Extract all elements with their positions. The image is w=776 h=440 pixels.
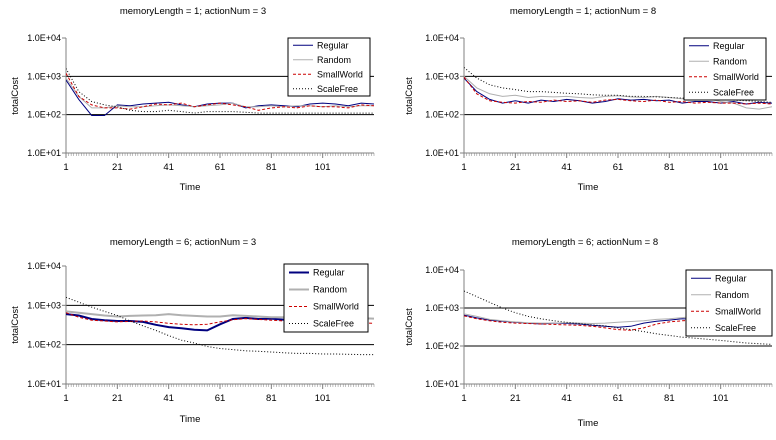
legend: Regular Random SmallWorld ScaleFree (283, 263, 369, 333)
series-line-smallworld (66, 73, 374, 111)
x-tick-label: 61 (215, 162, 226, 173)
chart-panel-1: memoryLength = 1; actionNum = 3 1.0E+01 1.… (10, 6, 375, 193)
y-tick-label: 1.0E+04 (425, 33, 459, 43)
chart-title: memoryLength = 1; actionNum = 8 (510, 6, 656, 17)
x-axis-label: Time (578, 418, 599, 429)
x-tick-label: 81 (664, 162, 675, 173)
x-tick-label: 41 (163, 393, 174, 404)
series-line-random (464, 75, 772, 110)
x-axis-label: Time (180, 414, 201, 425)
legend-box (283, 263, 369, 333)
x-tick-label: 61 (613, 393, 624, 404)
legend-label: Regular (313, 268, 345, 278)
x-tick-label: 101 (315, 393, 331, 404)
legend-label: Regular (713, 41, 745, 51)
series-line-smallworld (464, 76, 772, 105)
x-tick-label: 21 (112, 393, 123, 404)
chart-panel-2: memoryLength = 1; actionNum = 8 1.0E+01 1.… (404, 6, 773, 193)
x-tick-label: 41 (163, 162, 174, 173)
y-tick-label: 1.0E+03 (425, 303, 459, 313)
legend-label: SmallWorld (713, 72, 759, 82)
x-tick-label: 61 (215, 393, 226, 404)
chart-title: memoryLength = 1; actionNum = 3 (120, 6, 266, 17)
y-axis-label: totalCost (10, 306, 21, 344)
y-tick-label: 1.0E+02 (27, 110, 61, 120)
x-tick-label: 41 (561, 162, 572, 173)
legend-label: SmallWorld (313, 302, 359, 312)
legend: Regular Random SmallWorld ScaleFree (683, 37, 767, 101)
x-tick-label: 1 (461, 162, 466, 173)
y-tick-label: 1.0E+03 (27, 300, 61, 310)
y-tick-label: 1.0E+04 (425, 265, 459, 275)
x-axis-label: Time (578, 182, 599, 193)
y-tick-label: 1.0E+01 (425, 379, 459, 389)
x-tick-label: 1 (461, 393, 466, 404)
series-line-smallworld (464, 315, 772, 331)
series-line-scalefree (464, 67, 772, 103)
x-tick-label: 81 (266, 393, 277, 404)
series-line-scalefree (66, 296, 374, 356)
x-tick-label: 101 (315, 162, 331, 173)
x-tick-label: 101 (713, 162, 729, 173)
legend-box (683, 37, 767, 101)
legend-label: SmallWorld (715, 306, 761, 316)
y-tick-label: 1.0E+04 (27, 33, 61, 43)
legend: Regular Random SmallWorld ScaleFree (287, 37, 371, 97)
y-tick-label: 1.0E+04 (27, 261, 61, 271)
x-tick-label: 41 (561, 393, 572, 404)
legend-label: ScaleFree (317, 84, 358, 94)
legend-label: ScaleFree (713, 87, 754, 97)
chart-title: memoryLength = 6; actionNum = 8 (512, 237, 658, 248)
legend-label: Regular (715, 273, 747, 283)
x-tick-label: 101 (713, 393, 729, 404)
legend-label: Regular (317, 40, 349, 50)
x-tick-label: 1 (63, 393, 68, 404)
series-line-smallworld (66, 312, 374, 326)
y-tick-label: 1.0E+02 (425, 110, 459, 120)
legend-label: ScaleFree (715, 323, 756, 333)
x-tick-label: 21 (510, 393, 521, 404)
y-axis-label: totalCost (404, 77, 415, 115)
legend-label: Random (713, 56, 747, 66)
y-tick-label: 1.0E+02 (425, 341, 459, 351)
y-tick-label: 1.0E+03 (425, 71, 459, 81)
y-tick-label: 1.0E+01 (425, 148, 459, 158)
series-line-scalefree (464, 290, 772, 345)
y-tick-label: 1.0E+01 (27, 148, 61, 158)
legend: Regular Random SmallWorld ScaleFree (685, 269, 773, 337)
x-axis-label: Time (180, 182, 201, 193)
legend-label: SmallWorld (317, 69, 363, 79)
x-tick-label: 81 (664, 393, 675, 404)
x-tick-label: 81 (266, 162, 277, 173)
legend-box (287, 37, 371, 97)
chart-title: memoryLength = 6; actionNum = 3 (110, 237, 256, 248)
y-axis-label: totalCost (10, 77, 21, 115)
x-tick-label: 21 (510, 162, 521, 173)
y-tick-label: 1.0E+03 (27, 71, 61, 81)
legend-box (685, 269, 773, 337)
legend-label: Random (715, 290, 749, 300)
x-tick-label: 21 (112, 162, 123, 173)
legend-label: Random (317, 55, 351, 65)
legend-label: Random (313, 285, 347, 295)
y-tick-label: 1.0E+01 (27, 379, 61, 389)
chart-panel-3: memoryLength = 6; actionNum = 3 1.0E+01 1.… (10, 237, 375, 425)
legend-label: ScaleFree (313, 319, 354, 329)
chart-panel-4: memoryLength = 6; actionNum = 8 1.0E+01 1.… (404, 237, 773, 429)
y-axis-label: totalCost (404, 308, 415, 346)
y-tick-label: 1.0E+02 (27, 340, 61, 350)
x-tick-label: 1 (63, 162, 68, 173)
x-tick-label: 61 (613, 162, 624, 173)
series-line-regular (66, 313, 298, 332)
